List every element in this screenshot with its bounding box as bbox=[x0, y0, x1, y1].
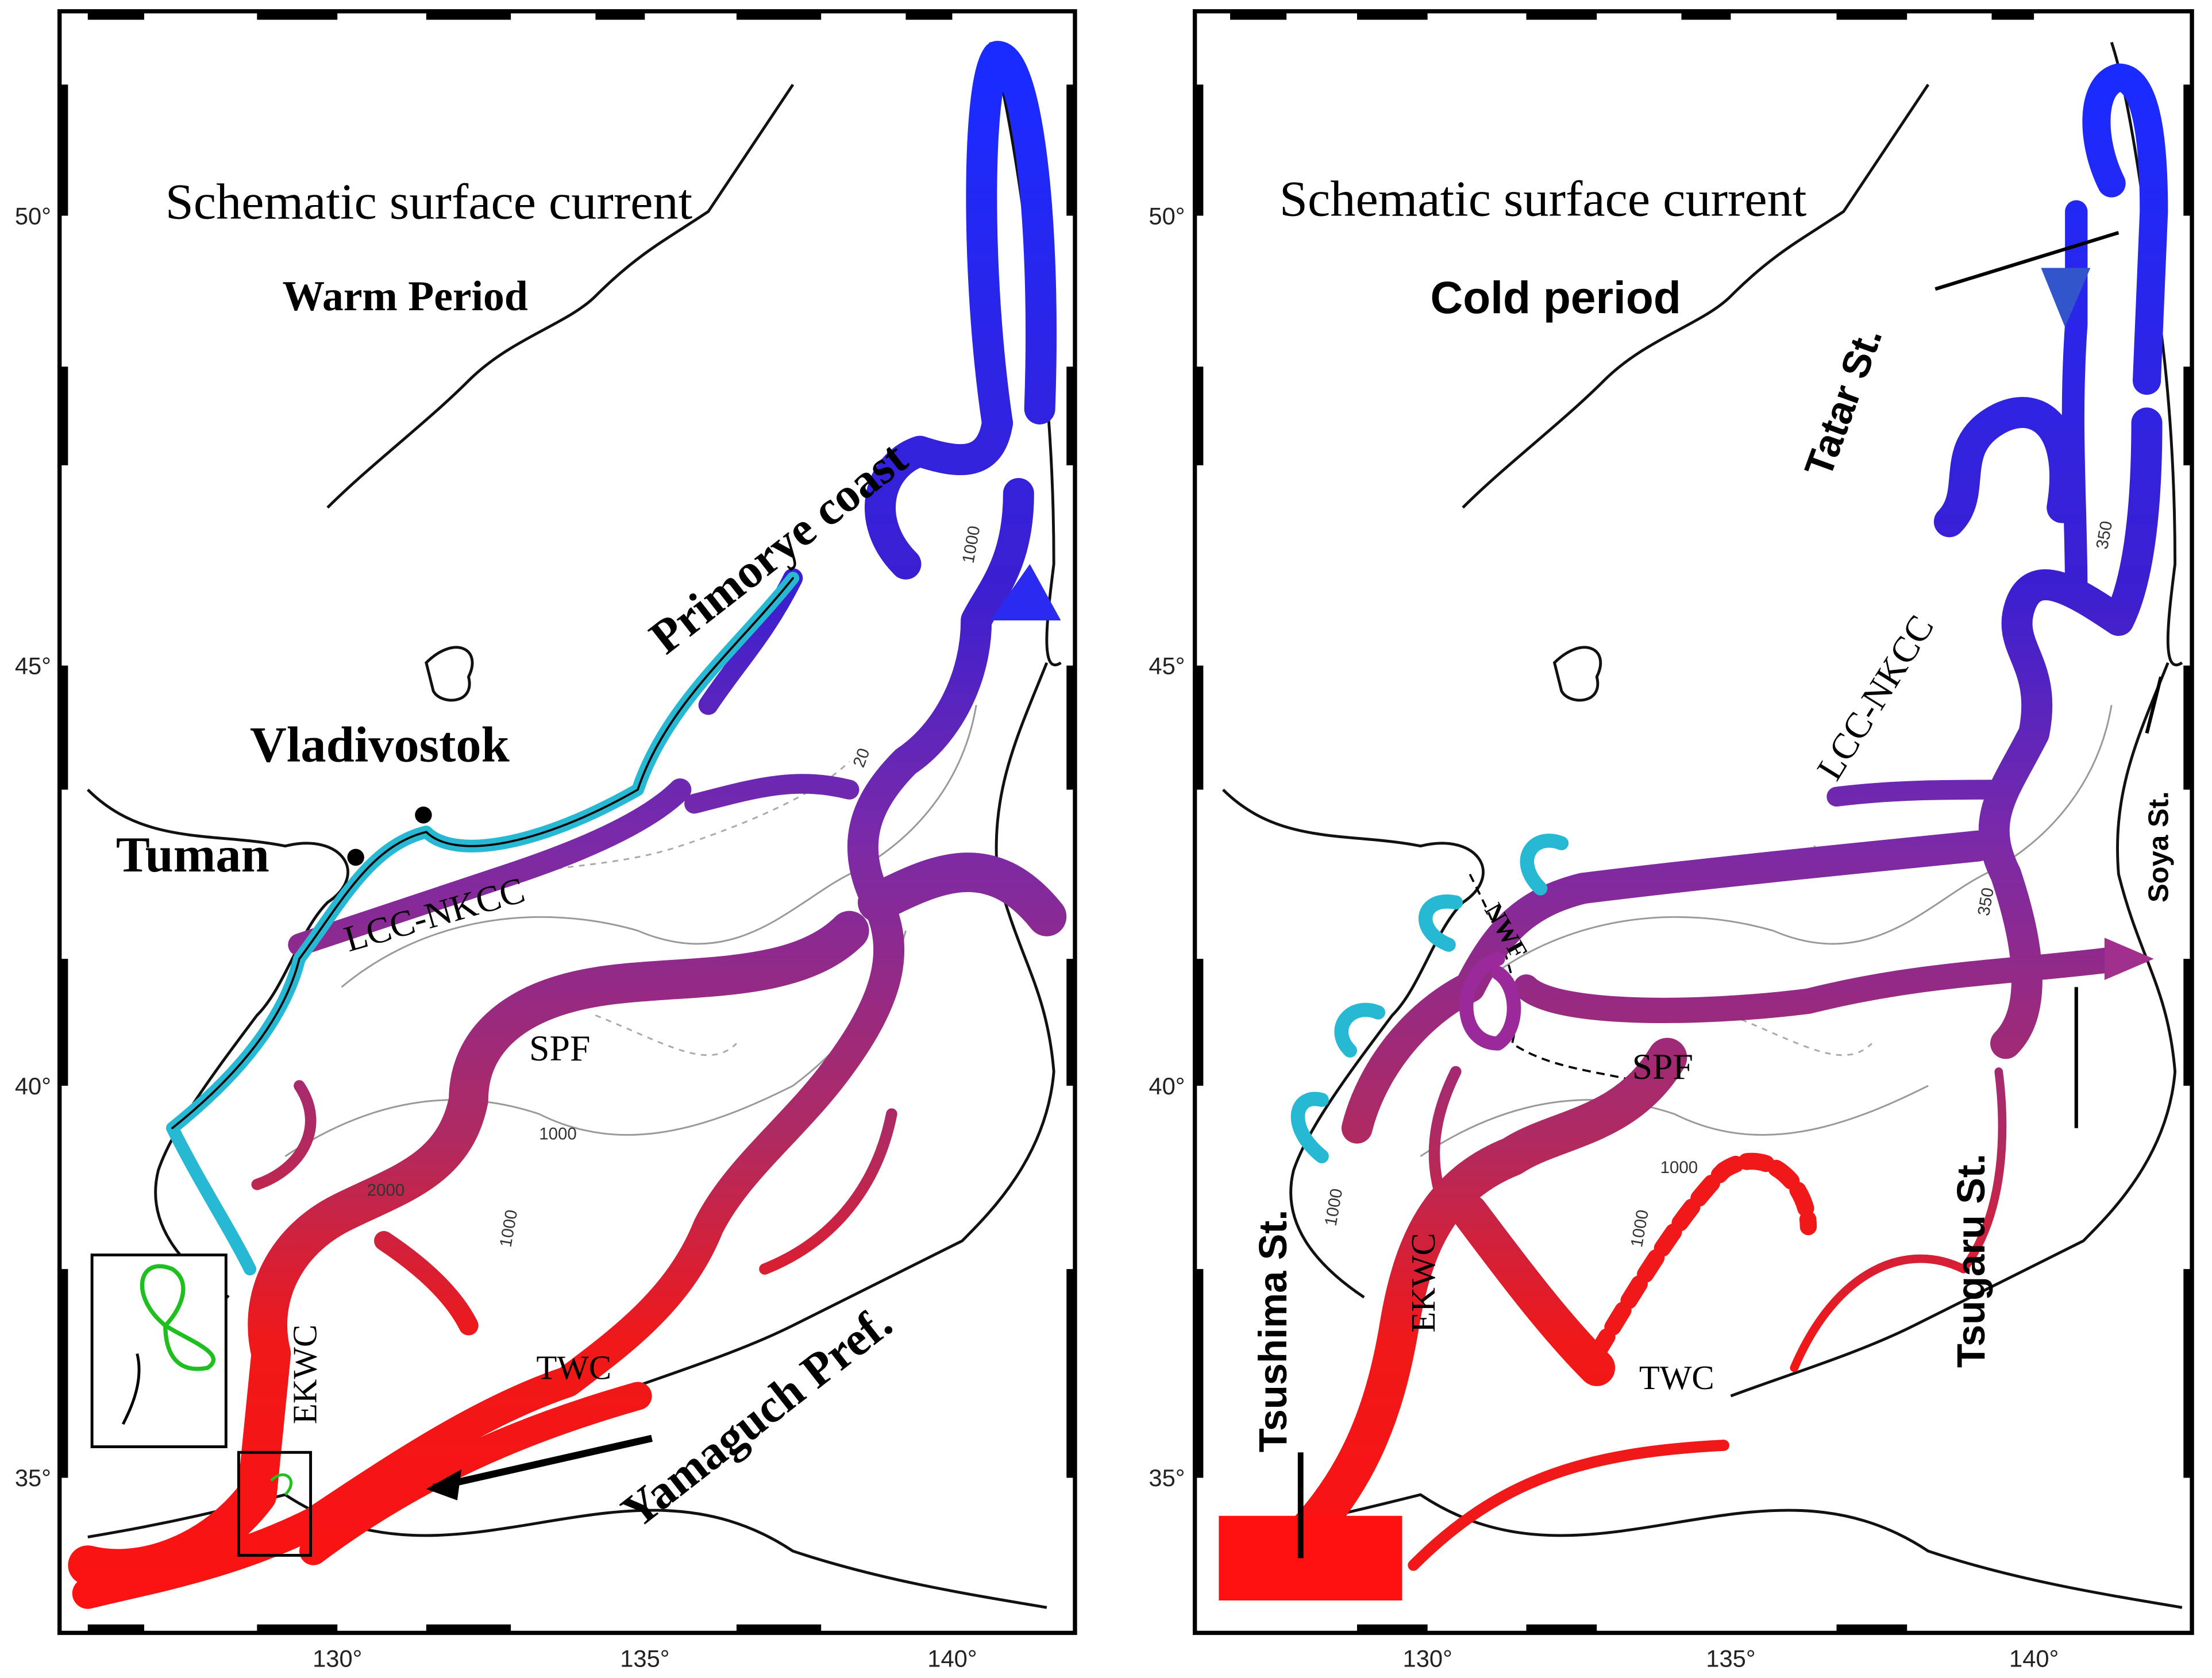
map-line bbox=[2082, 63, 2168, 395]
label: TWC bbox=[536, 1349, 611, 1387]
map-line bbox=[1428, 1066, 1462, 1205]
map-line bbox=[1826, 780, 2002, 807]
marker bbox=[415, 807, 432, 824]
period: Warm Period bbox=[283, 272, 528, 319]
label: SPF bbox=[1632, 1046, 1693, 1087]
map-line bbox=[1588, 1152, 1817, 1363]
map-line bbox=[1420, 705, 2113, 1158]
shape bbox=[2145, 676, 2163, 734]
period: Cold period bbox=[1431, 272, 1681, 323]
map-line bbox=[1552, 646, 1602, 702]
x-tick-label: 135° bbox=[1706, 1645, 1755, 1672]
shape bbox=[2104, 938, 2154, 980]
map-line bbox=[1933, 397, 2163, 1059]
contour-label: 1000 bbox=[539, 1124, 577, 1143]
inset-island bbox=[121, 1353, 141, 1425]
label: Tsugaru St. bbox=[1949, 1154, 1993, 1368]
shape bbox=[1219, 1515, 1402, 1600]
arrow bbox=[432, 1434, 653, 1491]
label: EKWC bbox=[1405, 1233, 1442, 1332]
contour-label: 1000 bbox=[1660, 1158, 1698, 1177]
shape bbox=[1934, 231, 2119, 291]
inset-eddy bbox=[140, 1264, 215, 1371]
x-tick-label: 130° bbox=[313, 1645, 362, 1672]
label: Tsushima St. bbox=[1251, 1210, 1295, 1453]
y-tick-label: 35° bbox=[1149, 1464, 1185, 1491]
frame-ticks bbox=[59, 11, 1075, 1633]
coastline bbox=[1221, 41, 2183, 1609]
marker bbox=[347, 848, 364, 866]
x-tick-label: 140° bbox=[2009, 1645, 2059, 1672]
right-panel: Schematic surface current Cold period Ta… bbox=[1149, 9, 2194, 1672]
y-tick-label: 45° bbox=[1149, 652, 1185, 679]
label: EKWC bbox=[286, 1325, 323, 1424]
title: Schematic surface current bbox=[165, 173, 693, 230]
title: Schematic surface current bbox=[1280, 171, 1807, 227]
map-line bbox=[1451, 1194, 1616, 1386]
map-line bbox=[1290, 834, 1569, 1164]
label: Tuman bbox=[116, 827, 269, 883]
map-line bbox=[1223, 662, 2183, 1609]
label: Vladivostok bbox=[250, 716, 510, 773]
left-panel: Schematic surface current Warm Period Pr… bbox=[15, 9, 1077, 1672]
currents bbox=[1219, 63, 2168, 1600]
map-line bbox=[1513, 946, 2132, 1023]
map-line bbox=[1221, 788, 1485, 1299]
label: TWC bbox=[1639, 1359, 1714, 1397]
map-line bbox=[288, 778, 692, 956]
map-line bbox=[87, 788, 349, 1299]
map-line bbox=[684, 774, 860, 814]
map-line bbox=[1341, 830, 1993, 1144]
map-line bbox=[72, 407, 1034, 1609]
x-tick-label: 140° bbox=[927, 1645, 977, 1672]
arrowhead bbox=[426, 1469, 462, 1500]
map-line bbox=[374, 1230, 479, 1336]
map-line bbox=[1462, 41, 2183, 666]
map-line bbox=[1459, 951, 1521, 1051]
contour-label: 2000 bbox=[367, 1181, 405, 1200]
frame bbox=[1192, 9, 2194, 1635]
shape bbox=[990, 564, 1061, 621]
frame-ticks bbox=[1194, 11, 2192, 1633]
inset bbox=[90, 1253, 228, 1448]
inset-locator bbox=[237, 1451, 313, 1557]
y-tick-label: 45° bbox=[15, 652, 51, 679]
map-line bbox=[171, 577, 794, 1129]
shape bbox=[2041, 268, 2091, 327]
label: Soya St. bbox=[2143, 791, 2174, 902]
y-tick-label: 35° bbox=[15, 1464, 51, 1491]
map-line bbox=[68, 852, 1067, 1589]
currents bbox=[68, 41, 1067, 1609]
label: SPF bbox=[529, 1028, 590, 1068]
y-tick-label: 40° bbox=[15, 1073, 51, 1100]
y-tick-label: 50° bbox=[1149, 202, 1185, 229]
arrows bbox=[1297, 231, 2163, 1559]
map-line bbox=[1253, 1037, 1687, 1585]
y-tick-label: 40° bbox=[1149, 1073, 1185, 1100]
x-tick-label: 130° bbox=[1403, 1645, 1452, 1672]
map-line bbox=[1408, 1440, 1729, 1571]
map-line bbox=[966, 41, 1057, 439]
map-line bbox=[1790, 1067, 2007, 1372]
locator-eddy bbox=[270, 1473, 292, 1496]
y-tick-label: 50° bbox=[15, 202, 51, 229]
map-line bbox=[425, 646, 474, 702]
map-line bbox=[251, 1080, 897, 1275]
x-tick-label: 135° bbox=[620, 1645, 669, 1672]
map-line bbox=[299, 1382, 652, 1565]
